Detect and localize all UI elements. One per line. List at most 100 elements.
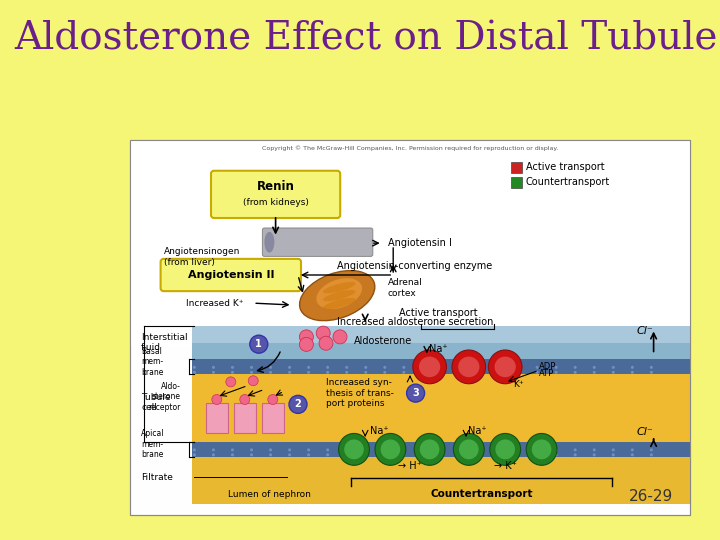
Text: Angiotensinogen
(from liver): Angiotensinogen (from liver): [163, 247, 240, 267]
Circle shape: [269, 366, 272, 369]
Circle shape: [574, 448, 577, 451]
Ellipse shape: [338, 434, 369, 465]
Circle shape: [536, 454, 539, 456]
Text: Angiotensin I: Angiotensin I: [387, 238, 451, 248]
Circle shape: [326, 454, 329, 456]
Circle shape: [288, 448, 291, 451]
Circle shape: [383, 366, 387, 369]
Circle shape: [364, 366, 367, 369]
Circle shape: [650, 371, 653, 374]
Bar: [233, 402, 256, 433]
Circle shape: [289, 395, 307, 414]
Bar: [206, 402, 228, 433]
Circle shape: [250, 335, 268, 353]
Circle shape: [212, 448, 215, 451]
Bar: [510, 177, 522, 188]
Text: Interstitial
fluid: Interstitial fluid: [141, 333, 188, 352]
Text: (from kidneys): (from kidneys): [243, 198, 309, 207]
Bar: [192, 360, 690, 374]
Circle shape: [250, 454, 253, 456]
Bar: [130, 140, 690, 346]
Circle shape: [307, 366, 310, 369]
Circle shape: [193, 371, 196, 374]
Ellipse shape: [495, 356, 516, 377]
Circle shape: [345, 371, 348, 374]
Text: → H⁺: → H⁺: [398, 461, 422, 471]
Bar: [192, 374, 690, 442]
Text: Countertransport: Countertransport: [430, 489, 533, 499]
Text: Active transport: Active transport: [526, 162, 604, 172]
Text: Aldo-
sterone
receptor: Aldo- sterone receptor: [148, 382, 181, 412]
Circle shape: [231, 448, 234, 451]
Circle shape: [421, 366, 424, 369]
Text: Na⁺: Na⁺: [468, 426, 487, 436]
Circle shape: [593, 366, 595, 369]
Circle shape: [407, 384, 425, 402]
Text: 26-29: 26-29: [629, 489, 673, 504]
Circle shape: [536, 448, 539, 451]
Ellipse shape: [526, 434, 557, 465]
Circle shape: [498, 366, 500, 369]
Text: ATP: ATP: [539, 369, 554, 378]
Circle shape: [574, 366, 577, 369]
Text: Adrenal
cortex: Adrenal cortex: [387, 279, 423, 298]
Ellipse shape: [300, 271, 375, 321]
Circle shape: [326, 371, 329, 374]
Text: Increased aldosterone secretion: Increased aldosterone secretion: [337, 317, 494, 327]
Circle shape: [459, 448, 462, 451]
Circle shape: [326, 448, 329, 451]
Circle shape: [612, 366, 615, 369]
Circle shape: [631, 371, 634, 374]
Circle shape: [516, 448, 520, 451]
Text: Active transport: Active transport: [399, 308, 477, 318]
Text: Lumen of nephron: Lumen of nephron: [228, 490, 311, 499]
Circle shape: [316, 326, 330, 340]
Circle shape: [479, 371, 482, 374]
Circle shape: [269, 448, 272, 451]
Circle shape: [650, 448, 653, 451]
Circle shape: [212, 395, 222, 404]
Circle shape: [383, 454, 387, 456]
Circle shape: [498, 454, 500, 456]
Circle shape: [193, 448, 196, 451]
Circle shape: [269, 371, 272, 374]
Circle shape: [300, 338, 313, 352]
Bar: [192, 326, 690, 360]
Circle shape: [248, 376, 258, 386]
Circle shape: [364, 454, 367, 456]
Ellipse shape: [454, 434, 484, 465]
Text: Countertransport: Countertransport: [526, 177, 610, 187]
Circle shape: [250, 448, 253, 451]
Circle shape: [268, 395, 278, 404]
Circle shape: [479, 448, 482, 451]
Ellipse shape: [419, 356, 440, 377]
Text: Cl⁻: Cl⁻: [636, 326, 654, 336]
Text: Angiotensin-converting enzyme: Angiotensin-converting enzyme: [337, 261, 492, 271]
Bar: [130, 140, 690, 515]
Circle shape: [240, 395, 250, 404]
Circle shape: [345, 454, 348, 456]
Circle shape: [593, 371, 595, 374]
Circle shape: [593, 448, 595, 451]
Circle shape: [212, 371, 215, 374]
Text: K⁺: K⁺: [513, 380, 524, 389]
Circle shape: [631, 366, 634, 369]
Circle shape: [307, 454, 310, 456]
Circle shape: [459, 371, 462, 374]
Circle shape: [212, 366, 215, 369]
Circle shape: [459, 454, 462, 456]
Circle shape: [288, 371, 291, 374]
Ellipse shape: [490, 434, 521, 465]
Circle shape: [574, 454, 577, 456]
Circle shape: [612, 371, 615, 374]
Circle shape: [300, 330, 313, 344]
Ellipse shape: [414, 434, 445, 465]
Ellipse shape: [316, 278, 362, 309]
Circle shape: [479, 366, 482, 369]
Text: Increased K⁺: Increased K⁺: [186, 299, 243, 308]
Ellipse shape: [375, 434, 406, 465]
Circle shape: [383, 371, 387, 374]
Circle shape: [421, 448, 424, 451]
FancyBboxPatch shape: [262, 228, 373, 256]
Circle shape: [250, 366, 253, 369]
